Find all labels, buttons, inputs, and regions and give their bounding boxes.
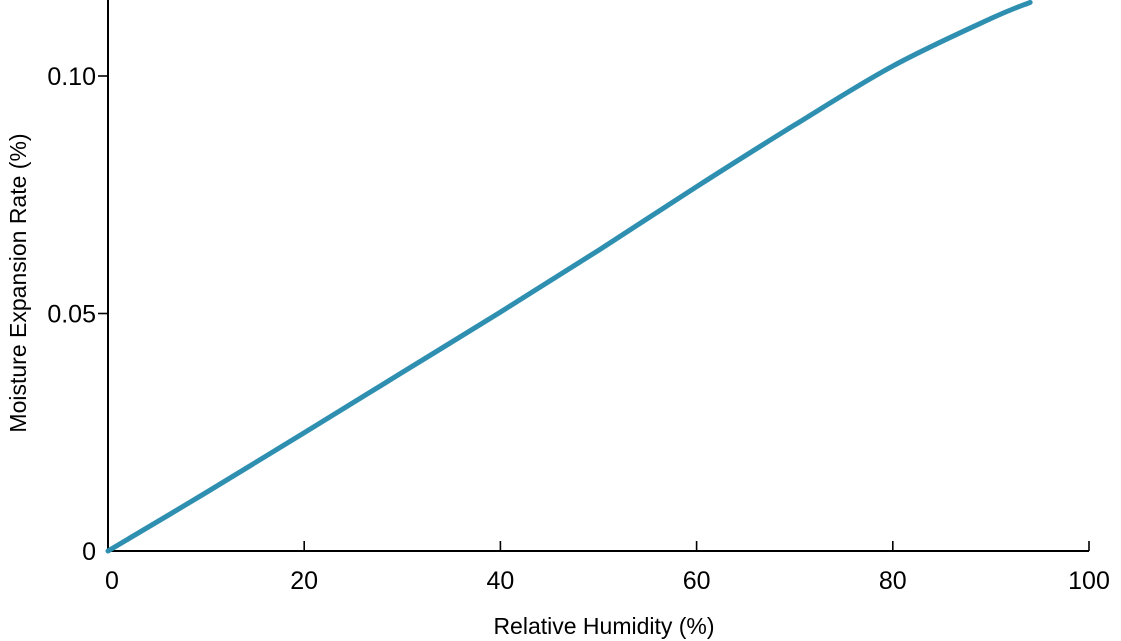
axes bbox=[107, 0, 1089, 552]
x-tick-label: 80 bbox=[879, 567, 907, 595]
series-line bbox=[105, 0, 1033, 554]
y-axis-title: Moisture Expansion Rate (%) bbox=[5, 133, 31, 432]
x-axis-title: Relative Humidity (%) bbox=[493, 613, 714, 639]
x-tick-label: 60 bbox=[683, 567, 711, 595]
x-tick-label: 100 bbox=[1068, 567, 1110, 595]
ticks: 0 20 40 60 80 100 0 0.05 0.10 bbox=[47, 63, 1110, 595]
x-tick-label: 40 bbox=[486, 567, 514, 595]
x-tick-label: 0 bbox=[105, 567, 119, 595]
y-tick-label: 0.10 bbox=[47, 63, 96, 91]
y-tick-label: 0 bbox=[82, 538, 96, 566]
series-layer bbox=[105, 0, 1033, 554]
y-tick-label: 0.05 bbox=[47, 301, 96, 329]
x-tick-label: 20 bbox=[290, 567, 318, 595]
